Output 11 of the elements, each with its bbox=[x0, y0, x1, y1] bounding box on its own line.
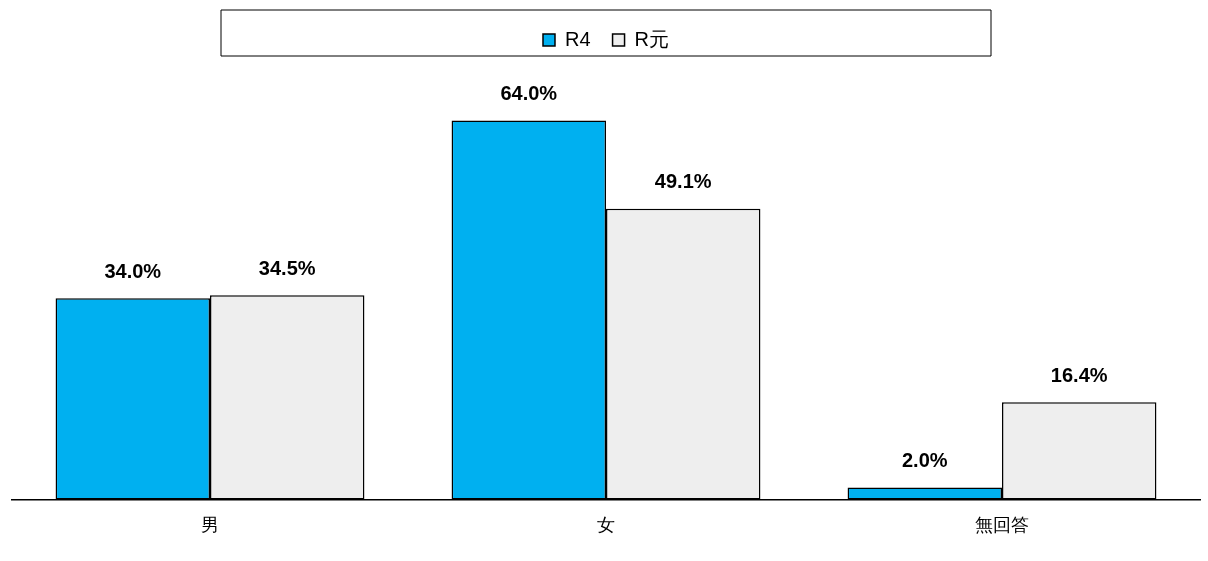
data-label: 34.5% bbox=[258, 256, 316, 279]
data-label: 34.0% bbox=[104, 259, 162, 282]
x-tick-label: 女 bbox=[597, 513, 615, 535]
legend-label: R4 bbox=[565, 27, 591, 50]
data-label: 16.4% bbox=[1050, 363, 1108, 386]
data-label: 49.1% bbox=[654, 170, 712, 193]
legend-label: R元 bbox=[634, 27, 670, 50]
x-tick-label: 無回答 bbox=[975, 513, 1029, 535]
data-label: 2.0% bbox=[901, 449, 948, 472]
x-tick-label: 男 bbox=[201, 513, 219, 535]
data-label: 64.0% bbox=[500, 82, 558, 105]
